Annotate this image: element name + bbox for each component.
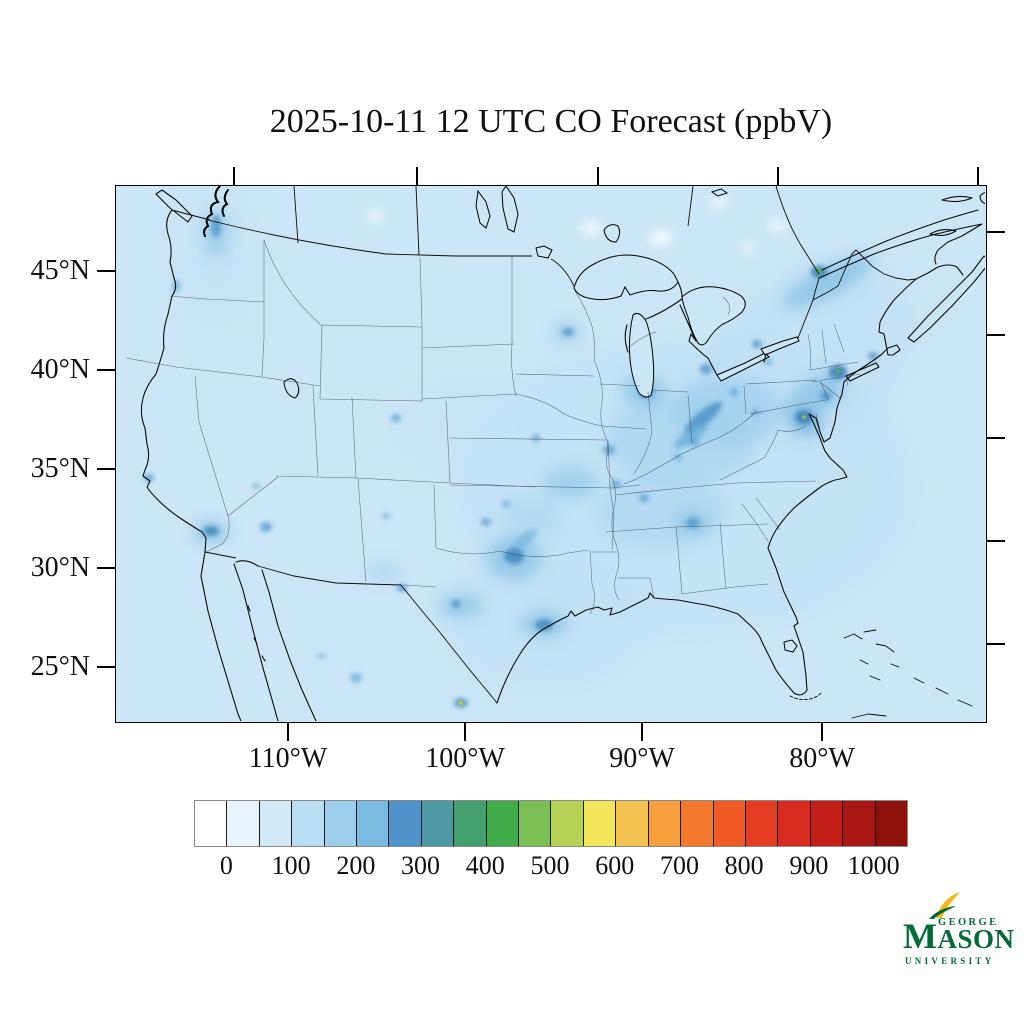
latitude-label: 35°N bbox=[30, 453, 90, 484]
logo-george-text: GEORGE bbox=[938, 917, 999, 928]
colorbar-tick-label: 200 bbox=[336, 851, 376, 880]
colorbar-cell bbox=[745, 801, 779, 846]
colorbar-cell bbox=[519, 801, 552, 846]
longitude-label: 90°W bbox=[609, 743, 675, 774]
colorbar-cell bbox=[421, 801, 455, 846]
colorbar-tick-label: 300 bbox=[401, 851, 441, 880]
right-tick bbox=[987, 231, 1005, 233]
logo-mason-text: MASON bbox=[903, 916, 1015, 956]
colorbar-tick-label: 400 bbox=[465, 851, 505, 880]
colorbar-cell bbox=[292, 801, 325, 846]
latitude-label: 45°N bbox=[30, 255, 90, 286]
colorbar-cell bbox=[648, 801, 682, 846]
latitude-tick bbox=[97, 567, 115, 569]
colorbar-cell bbox=[681, 801, 714, 846]
great-lakes-and-lakes bbox=[283, 186, 800, 653]
longitude-label: 80°W bbox=[789, 743, 855, 774]
colorbar-cell bbox=[357, 801, 390, 846]
colorbar-tick-label: 500 bbox=[530, 851, 570, 880]
colorbar-cell bbox=[875, 801, 907, 846]
top-tick bbox=[416, 167, 418, 185]
colorbar-cell bbox=[778, 801, 811, 846]
gmu-logo: GEORGE MASON UNIVERSITY bbox=[898, 892, 1016, 972]
latitude-label: 25°N bbox=[30, 651, 90, 682]
colorbar-cell bbox=[389, 801, 422, 846]
longitude-tick bbox=[821, 723, 823, 741]
low-co-white-patches bbox=[367, 197, 786, 252]
colorbar-tick-label: 700 bbox=[659, 851, 699, 880]
gmu-swoosh-icon bbox=[929, 892, 960, 919]
logo-mason-initial: M bbox=[903, 916, 938, 956]
colorbar-tick-label: 1000 bbox=[847, 851, 900, 880]
colorbar-tick-label: 800 bbox=[724, 851, 764, 880]
latitude-tick bbox=[97, 270, 115, 272]
coastline bbox=[140, 189, 985, 721]
logo-university-text: UNIVERSITY bbox=[905, 956, 995, 966]
longitude-tick bbox=[287, 723, 289, 741]
right-tick bbox=[987, 437, 1005, 439]
puget-sound-inlets bbox=[203, 186, 229, 237]
conus-co-map bbox=[116, 186, 985, 721]
right-tick bbox=[987, 643, 1005, 645]
latitude-label: 40°N bbox=[30, 354, 90, 385]
latitude-label: 30°N bbox=[30, 552, 90, 583]
state-borders bbox=[125, 239, 861, 615]
colorbar-tick-label: 900 bbox=[789, 851, 829, 880]
colorbar-cell bbox=[810, 801, 844, 846]
top-tick bbox=[977, 167, 979, 185]
longitude-label: 100°W bbox=[425, 743, 505, 774]
latitude-tick bbox=[97, 369, 115, 371]
colorbar-tick-label: 100 bbox=[271, 851, 311, 880]
colorbar-tick-label: 0 bbox=[219, 851, 233, 880]
co-plumes bbox=[193, 212, 874, 638]
longitude-tick bbox=[641, 723, 643, 741]
right-tick bbox=[987, 334, 1005, 336]
map-plot-area bbox=[115, 185, 987, 723]
colorbar-cell bbox=[259, 801, 293, 846]
colorbar-cell bbox=[713, 801, 746, 846]
international-borders bbox=[204, 186, 917, 704]
colorbar-cell bbox=[616, 801, 649, 846]
right-tick bbox=[987, 540, 1005, 542]
colorbar-cell bbox=[454, 801, 487, 846]
plot-title: 2025-10-11 12 UTC CO Forecast (ppbV) bbox=[269, 103, 833, 140]
longitude-tick bbox=[464, 723, 466, 741]
colorbar-cell bbox=[227, 801, 260, 846]
latitude-tick bbox=[97, 666, 115, 668]
colorbar-cell bbox=[583, 801, 617, 846]
top-tick bbox=[597, 167, 599, 185]
colorbar-cell bbox=[843, 801, 876, 846]
colorbar-cell bbox=[551, 801, 584, 846]
colorbar bbox=[194, 800, 908, 847]
colorbar-cell bbox=[486, 801, 520, 846]
top-tick bbox=[777, 167, 779, 185]
colorbar-cell bbox=[195, 801, 228, 846]
top-tick bbox=[233, 167, 235, 185]
latitude-tick bbox=[97, 468, 115, 470]
co-hotspots bbox=[144, 215, 878, 708]
colorbar-cell bbox=[324, 801, 358, 846]
longitude-label: 110°W bbox=[248, 743, 328, 774]
colorbar-tick-label: 600 bbox=[595, 851, 635, 880]
